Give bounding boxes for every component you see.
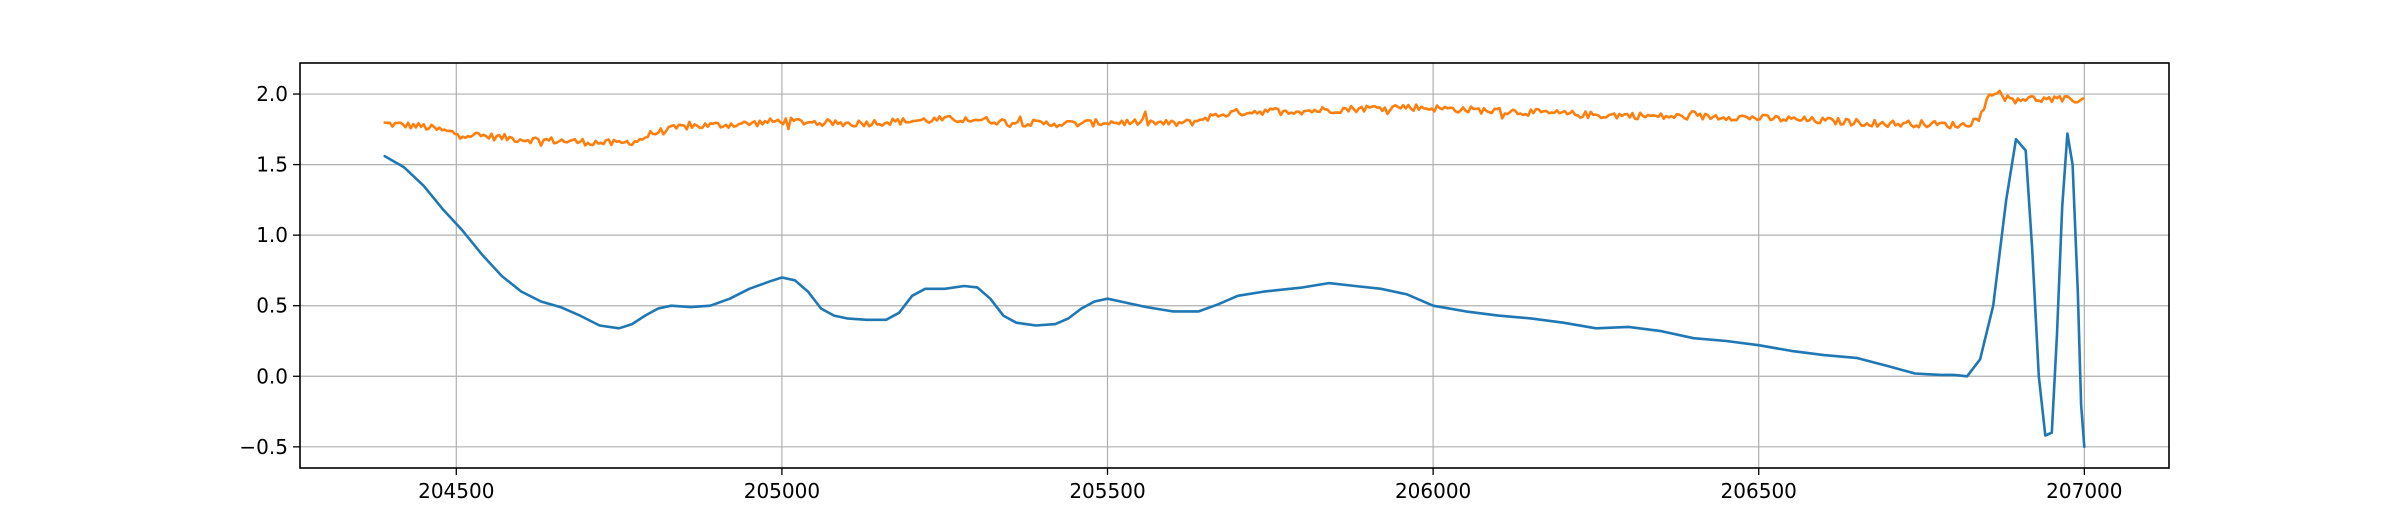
x-tick-label: 205500: [1069, 479, 1145, 503]
x-tick-label: 206500: [1721, 479, 1797, 503]
axis-ticks: 204500 205000 205500 206000 206500 207000 −0.5…: [239, 82, 2122, 503]
x-tick-label: 207000: [2046, 479, 2122, 503]
grid: [300, 63, 2169, 468]
y-tick-label: 0.5: [256, 294, 288, 318]
plot-frame: [299, 62, 2170, 469]
x-tick-label: 205000: [744, 479, 820, 503]
x-tick-label: 204500: [418, 479, 494, 503]
y-tick-label: 0.0: [256, 364, 288, 388]
y-tick-label: 1.5: [256, 153, 288, 177]
series-line-2: [383, 89, 2085, 147]
series-layer: [383, 89, 2086, 449]
y-tick-label: −0.5: [239, 435, 288, 459]
y-tick-label: 2.0: [256, 82, 288, 106]
series-line-1: [383, 132, 2086, 449]
y-tick-label: 1.0: [256, 223, 288, 247]
x-tick-label: 206000: [1395, 479, 1471, 503]
